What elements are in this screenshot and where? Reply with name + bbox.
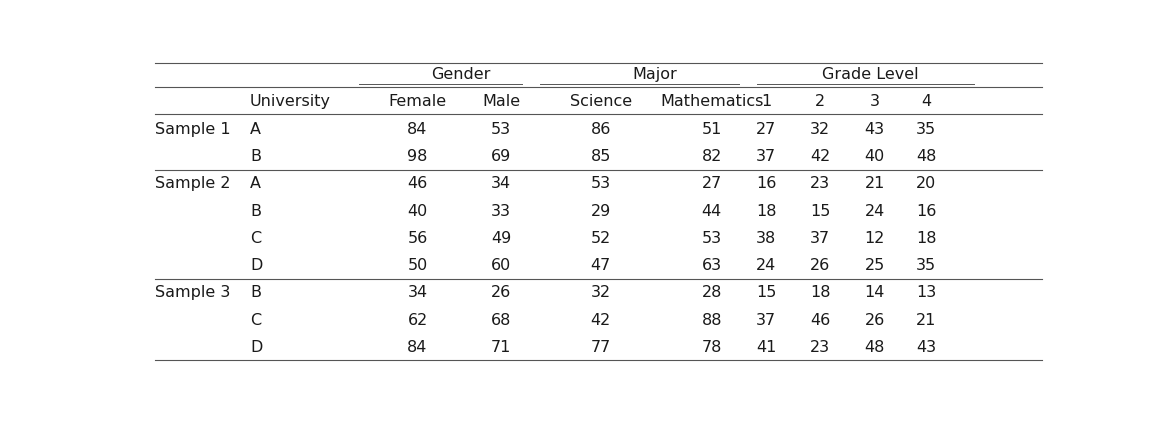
Text: Science: Science xyxy=(570,95,632,109)
Text: 78: 78 xyxy=(702,340,722,355)
Text: 3: 3 xyxy=(870,95,880,109)
Text: 48: 48 xyxy=(864,340,885,355)
Text: 26: 26 xyxy=(492,285,512,300)
Text: 23: 23 xyxy=(811,340,830,355)
Text: 12: 12 xyxy=(864,231,885,246)
Text: 42: 42 xyxy=(811,149,830,164)
Text: 26: 26 xyxy=(864,313,885,328)
Text: 46: 46 xyxy=(408,176,427,191)
Text: 62: 62 xyxy=(408,313,427,328)
Text: 37: 37 xyxy=(756,313,776,328)
Text: 2: 2 xyxy=(815,95,826,109)
Text: 21: 21 xyxy=(916,313,937,328)
Text: 18: 18 xyxy=(756,204,777,219)
Text: 24: 24 xyxy=(756,258,777,273)
Text: 42: 42 xyxy=(591,313,611,328)
Text: Sample 2: Sample 2 xyxy=(155,176,230,191)
Text: 50: 50 xyxy=(408,258,427,273)
Text: 71: 71 xyxy=(491,340,512,355)
Text: 43: 43 xyxy=(864,122,884,137)
Text: University: University xyxy=(250,95,331,109)
Text: 85: 85 xyxy=(591,149,611,164)
Text: 38: 38 xyxy=(756,231,777,246)
Text: 28: 28 xyxy=(702,285,722,300)
Text: 53: 53 xyxy=(702,231,722,246)
Text: 14: 14 xyxy=(864,285,885,300)
Text: 15: 15 xyxy=(756,285,777,300)
Text: 21: 21 xyxy=(864,176,885,191)
Text: 32: 32 xyxy=(811,122,830,137)
Text: Female: Female xyxy=(389,95,446,109)
Text: 20: 20 xyxy=(916,176,937,191)
Text: 98: 98 xyxy=(408,149,427,164)
Text: 27: 27 xyxy=(702,176,722,191)
Text: C: C xyxy=(250,231,262,246)
Text: Sample 1: Sample 1 xyxy=(155,122,230,137)
Text: 18: 18 xyxy=(811,285,830,300)
Text: 43: 43 xyxy=(916,340,937,355)
Text: 16: 16 xyxy=(916,204,937,219)
Text: 23: 23 xyxy=(811,176,830,191)
Text: D: D xyxy=(250,258,263,273)
Text: 24: 24 xyxy=(864,204,885,219)
Text: 37: 37 xyxy=(811,231,830,246)
Text: 27: 27 xyxy=(756,122,777,137)
Text: 56: 56 xyxy=(408,231,427,246)
Text: 34: 34 xyxy=(492,176,512,191)
Text: Mathematics: Mathematics xyxy=(660,95,764,109)
Text: B: B xyxy=(250,204,262,219)
Text: 35: 35 xyxy=(916,258,937,273)
Text: 32: 32 xyxy=(591,285,611,300)
Text: 34: 34 xyxy=(408,285,427,300)
Text: 86: 86 xyxy=(591,122,611,137)
Text: B: B xyxy=(250,149,262,164)
Text: 40: 40 xyxy=(408,204,427,219)
Text: 1: 1 xyxy=(760,95,771,109)
Text: Major: Major xyxy=(633,67,677,82)
Text: 84: 84 xyxy=(408,340,427,355)
Text: 16: 16 xyxy=(756,176,777,191)
Text: 33: 33 xyxy=(492,204,512,219)
Text: Sample 3: Sample 3 xyxy=(155,285,230,300)
Text: 77: 77 xyxy=(591,340,611,355)
Text: 41: 41 xyxy=(756,340,777,355)
Text: 35: 35 xyxy=(916,122,937,137)
Text: 68: 68 xyxy=(491,313,512,328)
Text: 69: 69 xyxy=(492,149,512,164)
Text: 15: 15 xyxy=(811,204,830,219)
Text: 18: 18 xyxy=(916,231,937,246)
Text: 84: 84 xyxy=(408,122,427,137)
Text: 44: 44 xyxy=(702,204,722,219)
Text: 49: 49 xyxy=(492,231,512,246)
Text: Gender: Gender xyxy=(431,67,491,82)
Text: 4: 4 xyxy=(922,95,931,109)
Text: 60: 60 xyxy=(492,258,512,273)
Text: 53: 53 xyxy=(591,176,611,191)
Text: C: C xyxy=(250,313,262,328)
Text: 26: 26 xyxy=(811,258,830,273)
Text: 40: 40 xyxy=(864,149,885,164)
Text: 46: 46 xyxy=(811,313,830,328)
Text: 82: 82 xyxy=(702,149,722,164)
Text: Male: Male xyxy=(482,95,521,109)
Text: A: A xyxy=(250,122,262,137)
Text: 51: 51 xyxy=(702,122,722,137)
Text: 37: 37 xyxy=(756,149,776,164)
Text: 52: 52 xyxy=(591,231,611,246)
Text: 63: 63 xyxy=(702,258,722,273)
Text: 48: 48 xyxy=(916,149,937,164)
Text: 88: 88 xyxy=(702,313,722,328)
Text: 47: 47 xyxy=(591,258,611,273)
Text: 25: 25 xyxy=(864,258,885,273)
Text: Grade Level: Grade Level xyxy=(822,67,918,82)
Text: 29: 29 xyxy=(591,204,611,219)
Text: A: A xyxy=(250,176,262,191)
Text: 53: 53 xyxy=(492,122,512,137)
Text: D: D xyxy=(250,340,263,355)
Text: 13: 13 xyxy=(916,285,937,300)
Text: B: B xyxy=(250,285,262,300)
